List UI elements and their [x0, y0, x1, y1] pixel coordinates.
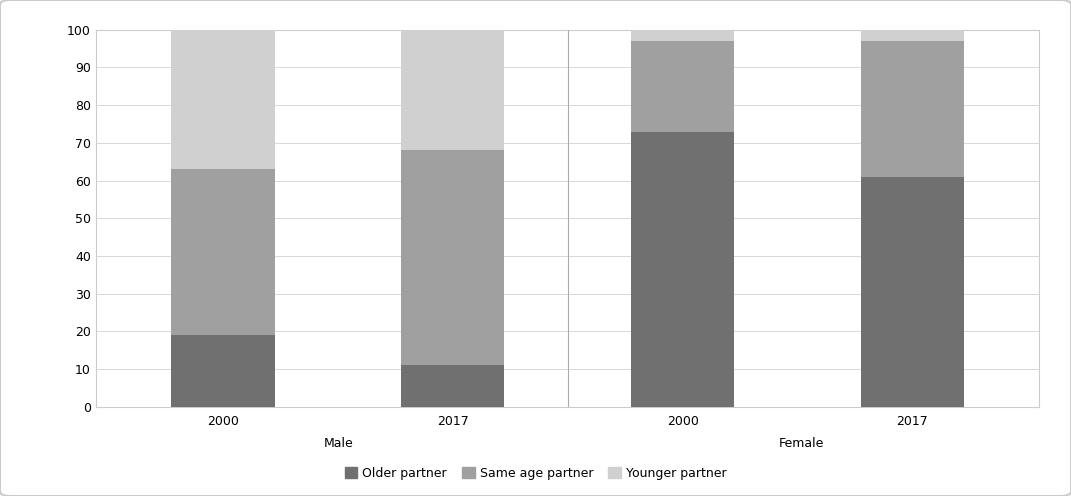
- Bar: [171, 335, 274, 407]
- Bar: [631, 30, 735, 41]
- Bar: [171, 169, 274, 335]
- Text: Male: Male: [323, 437, 353, 450]
- Bar: [401, 150, 504, 365]
- Bar: [171, 30, 274, 169]
- Bar: [631, 131, 735, 407]
- Bar: [631, 41, 735, 131]
- Bar: [401, 30, 504, 150]
- Bar: [401, 365, 504, 407]
- Bar: [861, 30, 964, 41]
- Bar: [861, 177, 964, 407]
- Text: Female: Female: [779, 437, 824, 450]
- Legend: Older partner, Same age partner, Younger partner: Older partner, Same age partner, Younger…: [340, 462, 731, 485]
- Bar: [861, 41, 964, 177]
